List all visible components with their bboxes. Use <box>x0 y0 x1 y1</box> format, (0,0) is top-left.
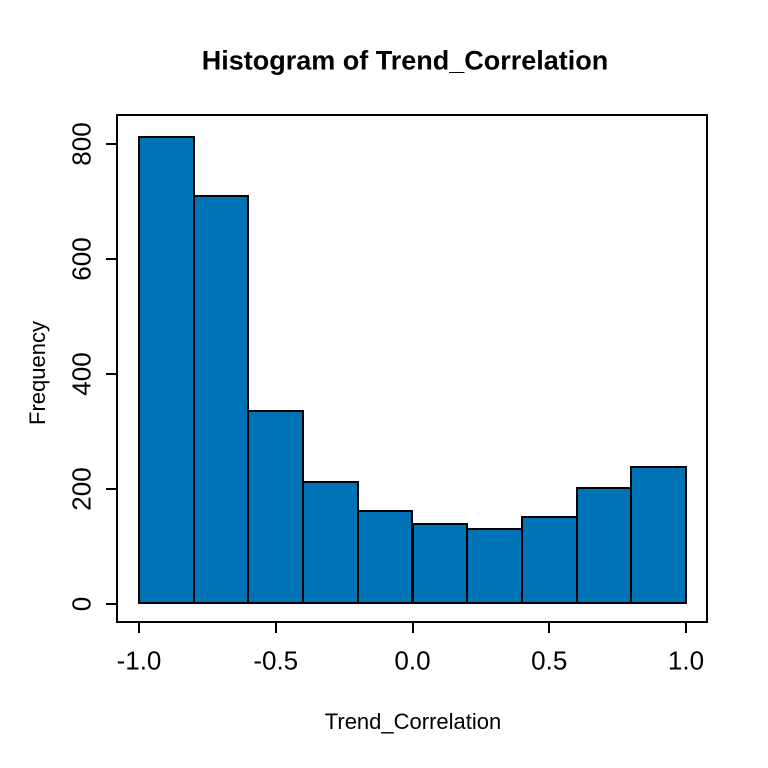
x-axis-tick <box>274 623 277 633</box>
chart-title: Histogram of Trend_Correlation <box>201 45 609 76</box>
y-axis-label: Frequency <box>25 321 50 425</box>
histogram-bar <box>192 194 250 604</box>
y-axis-tick-label: 600 <box>66 237 97 281</box>
histogram-bar <box>466 527 523 604</box>
y-axis-tick <box>106 143 116 145</box>
histogram-bar <box>247 409 305 604</box>
y-axis-tick <box>106 603 116 605</box>
x-axis-tick <box>138 623 140 633</box>
histogram-bar <box>356 509 414 604</box>
x-axis-tick <box>548 623 551 633</box>
x-axis-tick-label: 0.5 <box>531 645 568 676</box>
x-axis-tick-label: 0.0 <box>394 645 431 676</box>
x-axis-tick-label: 1.0 <box>667 645 705 676</box>
x-axis-tick-label: -0.5 <box>253 645 299 676</box>
histogram-bar <box>630 465 687 604</box>
x-axis-tick-label: -1.0 <box>116 645 162 676</box>
histogram-bar <box>411 523 469 604</box>
y-axis-tick-label: 200 <box>66 467 97 511</box>
y-axis-tick <box>106 373 116 375</box>
y-axis-tick-label: 0 <box>66 596 97 612</box>
histogram-bar <box>138 136 195 604</box>
x-axis-tick <box>685 623 687 633</box>
y-axis-tick <box>106 258 116 260</box>
histogram-bar <box>520 515 578 604</box>
y-axis-tick <box>106 488 116 490</box>
x-axis-tick <box>411 623 414 633</box>
y-axis-tick-label: 400 <box>66 352 97 396</box>
x-axis-label: Trend_Correlation <box>324 709 502 734</box>
histogram-bar <box>575 487 633 604</box>
y-axis-tick-label: 800 <box>66 122 97 166</box>
histogram-bar <box>302 481 359 604</box>
